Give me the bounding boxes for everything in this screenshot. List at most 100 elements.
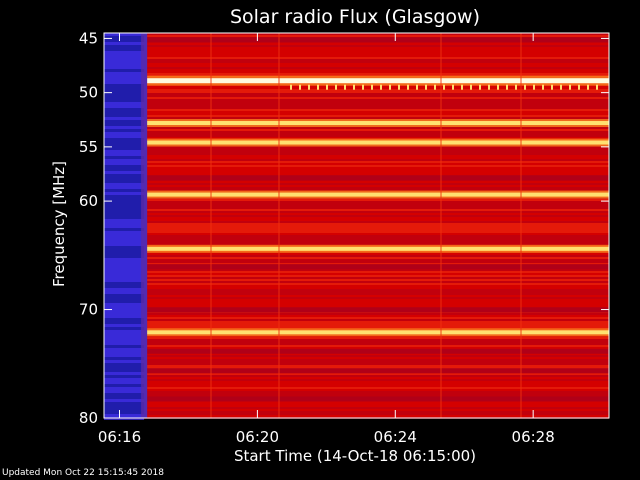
heatmap-row bbox=[104, 65, 609, 67]
heatmap-row bbox=[104, 243, 609, 245]
band-tick-artifact bbox=[371, 84, 373, 90]
dark-frequency-band bbox=[104, 37, 609, 43]
heatmap-row bbox=[104, 345, 609, 347]
heatmap-row bbox=[104, 223, 609, 225]
heatmap-row bbox=[104, 289, 609, 291]
heatmap-row bbox=[104, 373, 609, 375]
heatmap-row bbox=[104, 261, 609, 263]
bright-frequency-band bbox=[104, 192, 609, 197]
low-flux-row bbox=[104, 198, 145, 201]
chart-title: Solar radio Flux (Glasgow) bbox=[230, 6, 480, 28]
x-tick-label: 06:16 bbox=[98, 428, 141, 446]
heatmap-row bbox=[104, 303, 609, 305]
heatmap-row bbox=[104, 279, 609, 281]
low-flux-row bbox=[104, 267, 145, 270]
low-flux-row bbox=[104, 303, 145, 306]
heatmap-row bbox=[104, 115, 609, 117]
heatmap-row bbox=[104, 407, 609, 409]
heatmap-row bbox=[104, 297, 609, 299]
y-axis: 45 50 55 60 70 80 bbox=[79, 29, 609, 427]
heatmap-row bbox=[104, 321, 609, 323]
heatmap-row bbox=[104, 355, 609, 357]
band-tick-artifact bbox=[380, 84, 382, 90]
band-tick-artifact bbox=[344, 84, 346, 90]
band-tick-artifact bbox=[353, 84, 355, 90]
heatmap-row bbox=[104, 129, 609, 131]
heatmap-row bbox=[104, 117, 609, 119]
low-flux-row bbox=[104, 339, 145, 342]
bright-frequency-band bbox=[104, 121, 609, 126]
low-flux-row bbox=[104, 210, 145, 213]
low-flux-row bbox=[104, 357, 145, 360]
low-flux-row bbox=[104, 138, 145, 141]
heatmap-row bbox=[104, 99, 609, 101]
heatmap-row bbox=[104, 295, 609, 297]
dark-frequency-band bbox=[104, 368, 609, 374]
heatmap-row bbox=[104, 255, 609, 257]
vertical-streak bbox=[520, 33, 522, 418]
low-flux-row bbox=[104, 243, 145, 246]
low-flux-row bbox=[104, 240, 145, 243]
x-tick-label: 06:24 bbox=[374, 428, 417, 446]
low-flux-row bbox=[104, 264, 145, 267]
y-tick-label: 55 bbox=[79, 138, 98, 156]
heatmap-row bbox=[104, 299, 609, 301]
low-flux-row bbox=[104, 261, 145, 264]
heatmap-row bbox=[104, 183, 609, 185]
low-flux-row bbox=[104, 99, 145, 102]
low-flux-row bbox=[104, 288, 145, 291]
vertical-streak bbox=[278, 33, 280, 418]
heatmap-row bbox=[104, 269, 609, 271]
heatmap-row bbox=[104, 353, 609, 355]
low-flux-row bbox=[104, 180, 145, 183]
heatmap-row bbox=[104, 359, 609, 361]
low-flux-row bbox=[104, 366, 145, 369]
bright-frequency-band bbox=[104, 330, 609, 335]
heatmap-row bbox=[104, 155, 609, 157]
band-tick-artifact bbox=[308, 84, 310, 90]
low-flux-row bbox=[104, 312, 145, 315]
heatmap-row bbox=[104, 343, 609, 345]
x-axis: 06:16 06:20 06:24 06:28 bbox=[98, 33, 555, 446]
band-tick-artifact bbox=[560, 84, 562, 90]
heatmap-row bbox=[104, 317, 609, 319]
low-flux-row bbox=[104, 291, 145, 294]
heatmap-row bbox=[104, 381, 609, 383]
low-flux-row bbox=[104, 333, 145, 336]
low-flux-row bbox=[104, 72, 145, 75]
low-flux-row bbox=[104, 297, 145, 300]
plot-frame bbox=[103, 32, 610, 419]
heatmap-row bbox=[104, 301, 609, 303]
low-flux-row bbox=[104, 36, 145, 39]
heatmap-row bbox=[104, 337, 609, 339]
low-flux-row bbox=[104, 318, 145, 321]
low-flux-row bbox=[104, 147, 145, 150]
band-tick-artifact bbox=[425, 84, 427, 90]
low-flux-row bbox=[104, 168, 145, 171]
low-flux-row bbox=[104, 171, 145, 174]
heatmap-row bbox=[104, 363, 609, 365]
low-flux-row bbox=[104, 78, 145, 81]
heatmap-row bbox=[104, 89, 609, 91]
heatmap-row bbox=[104, 207, 609, 209]
heatmap-row bbox=[104, 109, 609, 111]
low-flux-row bbox=[104, 213, 145, 216]
heatmap-row bbox=[104, 365, 609, 367]
band-tick-artifact bbox=[515, 84, 517, 90]
heatmap-row bbox=[104, 137, 609, 139]
low-flux-row bbox=[104, 75, 145, 78]
heatmap-row bbox=[104, 409, 609, 411]
band-tick-artifact bbox=[578, 84, 580, 90]
low-flux-row bbox=[104, 87, 145, 90]
band-tick-artifact bbox=[434, 84, 436, 90]
low-flux-row bbox=[104, 69, 145, 72]
low-flux-row bbox=[104, 195, 145, 198]
heatmap-row bbox=[104, 199, 609, 201]
low-flux-row bbox=[104, 330, 145, 333]
low-flux-row bbox=[104, 231, 145, 234]
low-flux-row bbox=[104, 345, 145, 348]
low-flux-row bbox=[104, 252, 145, 255]
low-flux-row bbox=[104, 207, 145, 210]
heatmap-row bbox=[104, 413, 609, 415]
low-flux-row bbox=[104, 63, 145, 66]
